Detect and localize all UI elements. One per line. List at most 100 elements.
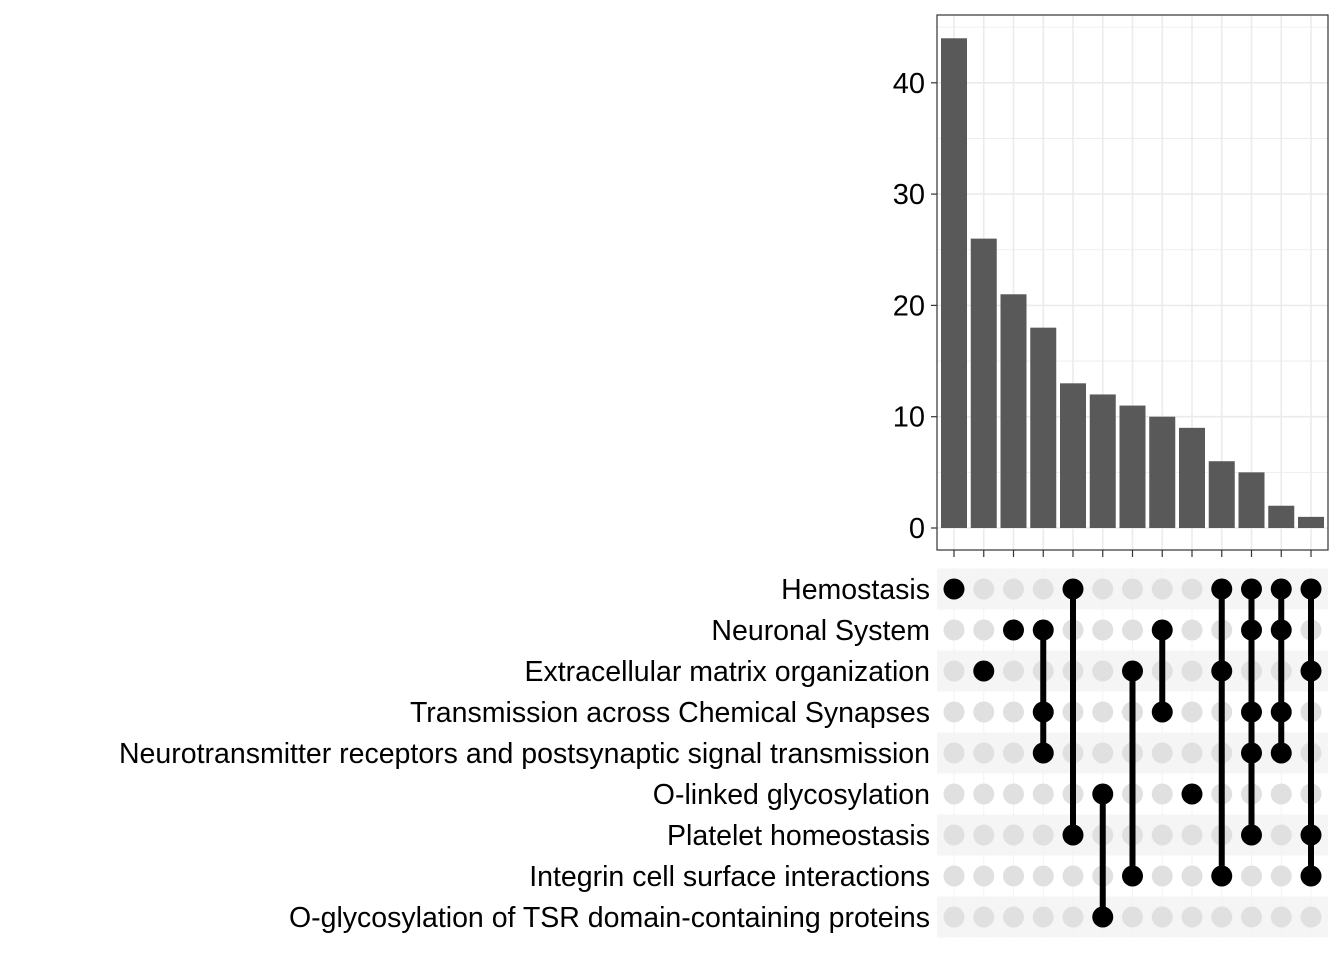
matrix-dot-inactive xyxy=(943,619,965,641)
matrix-dot-inactive xyxy=(943,824,965,846)
matrix-dot-inactive xyxy=(973,578,995,600)
bar xyxy=(1298,516,1324,528)
set-label: Extracellular matrix organization xyxy=(525,656,931,688)
matrix-dot-active xyxy=(1211,578,1233,600)
set-label: Neurotransmitter receptors and postsynap… xyxy=(119,738,930,770)
matrix-dot-active xyxy=(1270,742,1292,764)
matrix-dot-active xyxy=(1032,701,1054,723)
matrix-dot-inactive xyxy=(1122,619,1143,641)
matrix-dot-inactive xyxy=(1032,824,1054,846)
set-label: Hemostasis xyxy=(781,574,930,606)
matrix-dot-inactive xyxy=(1092,578,1114,600)
matrix-dot-inactive xyxy=(1151,578,1173,600)
matrix-dot-active xyxy=(1092,906,1114,928)
bar xyxy=(1149,416,1176,528)
matrix-dot-active xyxy=(1300,824,1322,846)
matrix-dot-inactive xyxy=(943,701,965,723)
matrix-dot-inactive xyxy=(1032,865,1054,887)
matrix-dot-inactive xyxy=(943,783,965,805)
matrix-dot-inactive xyxy=(973,742,995,764)
bar-panel: 0 10 20 30 40 xyxy=(893,14,1329,557)
matrix-dot-inactive xyxy=(1181,906,1203,928)
matrix-dot-active xyxy=(1151,701,1173,723)
bar xyxy=(1179,427,1205,528)
matrix-dot-inactive xyxy=(973,619,995,641)
matrix-dot-inactive xyxy=(943,865,965,887)
matrix-dot-inactive xyxy=(1062,906,1084,928)
bar xyxy=(1119,405,1146,528)
matrix-dot-active xyxy=(1241,701,1262,723)
matrix-dot-active xyxy=(1241,824,1262,846)
bar xyxy=(941,38,967,528)
matrix-dot-inactive xyxy=(1181,619,1203,641)
matrix-dot-inactive xyxy=(1241,906,1262,928)
bar xyxy=(1089,394,1116,528)
bar xyxy=(1060,383,1086,528)
matrix-dot-inactive xyxy=(1241,865,1262,887)
matrix-dot-inactive xyxy=(1003,660,1024,682)
bar xyxy=(1030,327,1057,528)
matrix-dot-active xyxy=(1270,701,1292,723)
matrix-dot-active xyxy=(1241,742,1262,764)
matrix-dot-inactive xyxy=(973,906,995,928)
matrix-dot-active xyxy=(1122,660,1143,682)
matrix-dot-active xyxy=(1300,578,1322,600)
y-tick-label: 40 xyxy=(893,68,925,100)
matrix-dot-active xyxy=(1300,660,1322,682)
matrix-dot-inactive xyxy=(1211,906,1233,928)
matrix-dot-inactive xyxy=(1003,742,1024,764)
matrix-dot-inactive xyxy=(1270,824,1292,846)
matrix-dot-inactive xyxy=(1003,865,1024,887)
matrix-dot-inactive xyxy=(1062,865,1084,887)
y-tick-label: 10 xyxy=(893,402,925,434)
matrix-dot-active xyxy=(1092,783,1114,805)
matrix-dot-inactive xyxy=(1092,742,1114,764)
matrix-dot-active xyxy=(1122,865,1143,887)
bar xyxy=(1000,294,1027,528)
matrix-dot-inactive xyxy=(1092,660,1114,682)
matrix-panel xyxy=(937,568,1328,938)
matrix-dot-inactive xyxy=(1181,578,1203,600)
matrix-dot-active xyxy=(1211,865,1233,887)
set-label: Platelet homeostasis xyxy=(667,820,930,852)
matrix-dot-inactive xyxy=(1181,824,1203,846)
matrix-dot-inactive xyxy=(1032,578,1054,600)
y-tick-label: 30 xyxy=(893,179,925,211)
matrix-dot-inactive xyxy=(1032,906,1054,928)
matrix-dot-inactive xyxy=(1003,578,1024,600)
matrix-dot-inactive xyxy=(1003,824,1024,846)
matrix-dot-active xyxy=(1003,619,1024,641)
matrix-dot-inactive xyxy=(943,742,965,764)
matrix-dot-inactive xyxy=(1151,783,1173,805)
matrix-dot-active xyxy=(943,578,965,600)
matrix-dot-active xyxy=(1270,619,1292,641)
bar xyxy=(1268,505,1295,528)
matrix-dot-inactive xyxy=(1122,906,1143,928)
matrix-dot-inactive xyxy=(1092,701,1114,723)
matrix-dot-active xyxy=(1032,619,1054,641)
set-label: Neuronal System xyxy=(711,615,930,647)
matrix-dot-inactive xyxy=(1032,783,1054,805)
matrix-dot-inactive xyxy=(943,660,965,682)
matrix-dot-inactive xyxy=(1270,783,1292,805)
matrix-dot-inactive xyxy=(1151,865,1173,887)
matrix-dot-active xyxy=(1062,824,1084,846)
set-label: Integrin cell surface interactions xyxy=(529,861,930,893)
matrix-dot-inactive xyxy=(1181,701,1203,723)
bar xyxy=(1238,472,1265,528)
matrix-dot-inactive xyxy=(1151,742,1173,764)
matrix-dot-inactive xyxy=(1151,824,1173,846)
matrix-dot-inactive xyxy=(1003,783,1024,805)
matrix-dot-active xyxy=(1241,619,1262,641)
matrix-dot-active xyxy=(1300,865,1322,887)
y-tick-label: 20 xyxy=(893,290,925,322)
matrix-dot-active xyxy=(1181,783,1203,805)
matrix-dot-inactive xyxy=(1181,865,1203,887)
matrix-dot-active xyxy=(1032,742,1054,764)
set-label: O-glycosylation of TSR domain-containing… xyxy=(289,902,930,934)
matrix-dot-inactive xyxy=(1270,906,1292,928)
matrix-dot-active xyxy=(1062,578,1084,600)
bar xyxy=(970,238,997,528)
matrix-dot-active xyxy=(1241,578,1262,600)
